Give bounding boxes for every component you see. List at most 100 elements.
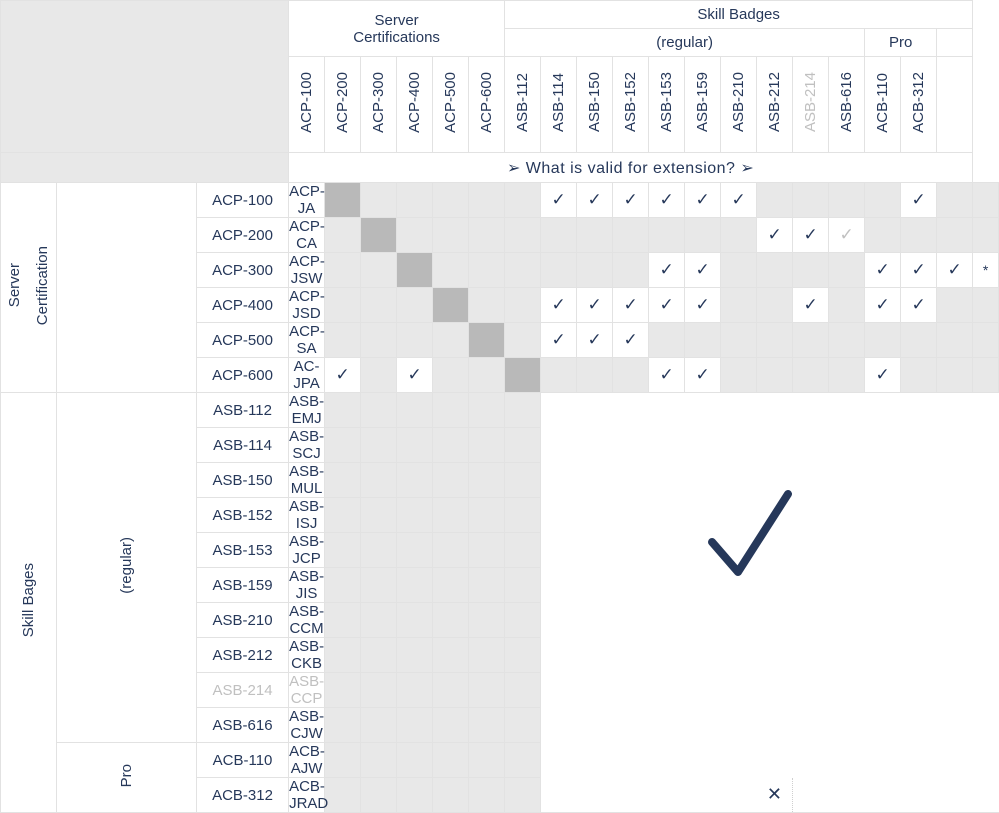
cell (649, 218, 685, 253)
cell-shade (361, 638, 397, 673)
cell (685, 218, 721, 253)
col-header-ASB-152: ASB-152 (613, 57, 649, 153)
col-header-label: ACP-300 (370, 72, 387, 133)
check-icon: ✓ (875, 260, 889, 279)
cell (937, 218, 973, 253)
col-header-ACP-400: ACP-400 (397, 57, 433, 153)
cell: ✓ (685, 183, 721, 218)
cell (613, 778, 649, 813)
cell (793, 253, 829, 288)
row-group-skill-regular: (regular) (57, 393, 197, 743)
check-icon: ✓ (551, 330, 565, 349)
cell: ✓ (901, 288, 937, 323)
cell (865, 323, 901, 358)
cell-shade (325, 533, 361, 568)
check-icon: ✓ (551, 190, 565, 209)
cell: ✓ (613, 183, 649, 218)
cell-shade (325, 428, 361, 463)
cell-shade (469, 393, 505, 428)
cell-shade (433, 673, 469, 708)
check-icon: ✓ (875, 365, 889, 384)
cell-shade (433, 393, 469, 428)
col-header-ACP-100: ACP-100 (289, 57, 325, 153)
cell: ✓ (829, 218, 865, 253)
cell-shade (325, 708, 361, 743)
cell-shade (505, 498, 541, 533)
cell (469, 253, 505, 288)
cell (433, 218, 469, 253)
cell (577, 778, 613, 813)
cell-shade (361, 673, 397, 708)
row-code: ASB-152 (197, 498, 289, 533)
cell-shade (325, 568, 361, 603)
col-header-ACP-300: ACP-300 (361, 57, 397, 153)
cell (901, 218, 937, 253)
cell (469, 183, 505, 218)
cell-shade (361, 498, 397, 533)
row-code: ACP-600 (197, 358, 289, 393)
row-code: ASB-112 (197, 393, 289, 428)
cell: ✓ (577, 183, 613, 218)
row-group-server-subblank (57, 183, 197, 393)
col-header-ACP-600: ACP-600 (469, 57, 505, 153)
cell (721, 288, 757, 323)
cell-shade (361, 428, 397, 463)
col-header-blank (937, 57, 973, 153)
cell (325, 183, 361, 218)
check-icon: ✓ (875, 295, 889, 314)
col-header-ASB-114: ASB-114 (541, 57, 577, 153)
cell-shade (397, 568, 433, 603)
cell (829, 778, 865, 813)
row-name: ASB-CCP (289, 673, 325, 708)
cell: ✓ (325, 358, 361, 393)
cell (829, 358, 865, 393)
cell (577, 253, 613, 288)
cell (361, 253, 397, 288)
big-check-area (541, 393, 999, 778)
cell (541, 218, 577, 253)
extension-banner: ➢ What is valid for extension? ➢ (289, 153, 973, 183)
x-icon: ✕ (767, 784, 782, 804)
cell-shade (469, 533, 505, 568)
top-group-server-label: Server (374, 12, 418, 29)
cell (325, 288, 361, 323)
cell: ✓ (649, 358, 685, 393)
cell-shade (397, 708, 433, 743)
row-code: ASB-150 (197, 463, 289, 498)
row-name: ASB-CKB (289, 638, 325, 673)
cell (793, 323, 829, 358)
top-group-blank (937, 29, 973, 57)
cell (829, 253, 865, 288)
check-icon: ✓ (587, 330, 601, 349)
col-header-label: ASB-150 (586, 72, 603, 132)
cell-shade (325, 498, 361, 533)
corner-blank (1, 1, 289, 153)
cell (397, 183, 433, 218)
check-icon: ✓ (587, 190, 601, 209)
cell (361, 323, 397, 358)
col-header-label: ACP-200 (334, 72, 351, 133)
cell: ✓ (793, 218, 829, 253)
cell (937, 778, 973, 813)
cell: ✓ (901, 183, 937, 218)
banner-left-blank (1, 153, 289, 183)
row-name: ASB-EMJ (289, 393, 325, 428)
cell-shade (505, 638, 541, 673)
cell: ✓ (901, 253, 937, 288)
cell-shade (397, 638, 433, 673)
cell-shade (469, 778, 505, 813)
cell (937, 288, 973, 323)
row-name: ASB-JCP (289, 533, 325, 568)
cell-shade (469, 603, 505, 638)
cell-shade (505, 393, 541, 428)
cell-shade (361, 603, 397, 638)
row-name: ASB-ISJ (289, 498, 325, 533)
cell (613, 218, 649, 253)
row-code: ASB-616 (197, 708, 289, 743)
cell-shade (469, 428, 505, 463)
cell-shade (397, 743, 433, 778)
cell-shade (505, 673, 541, 708)
row-name: ASB-JIS (289, 568, 325, 603)
check-icon: ✓ (623, 295, 637, 314)
check-icon: ✓ (695, 365, 709, 384)
